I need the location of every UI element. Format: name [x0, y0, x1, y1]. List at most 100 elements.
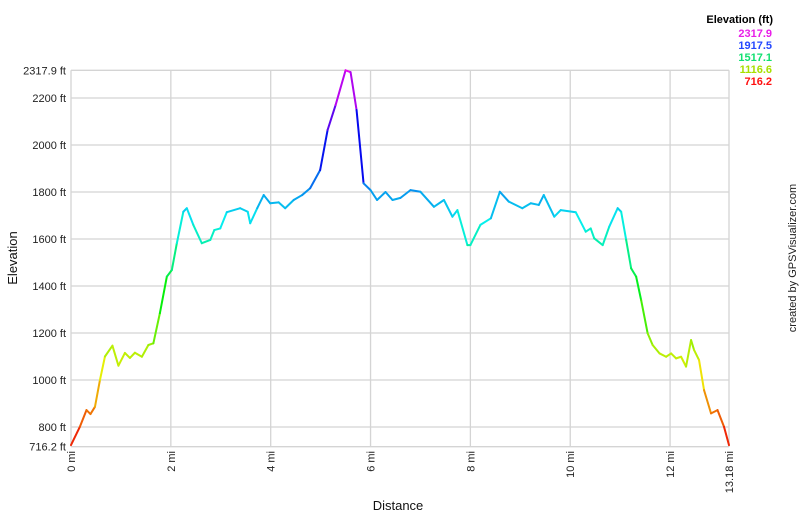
line-segment	[542, 194, 556, 218]
line-segment	[507, 200, 524, 210]
line-segment	[391, 196, 402, 201]
line-segment	[593, 237, 604, 247]
line-segment	[170, 242, 178, 272]
line-segment	[284, 198, 295, 210]
line-segment	[658, 352, 668, 358]
grid	[70, 69, 730, 448]
line-segment	[369, 189, 379, 201]
line-segment	[693, 348, 701, 362]
x-axis-label: Distance	[373, 498, 424, 513]
line-segment	[625, 238, 633, 270]
line-segment	[409, 189, 422, 193]
line-segment	[698, 359, 706, 392]
line-segment	[140, 343, 150, 358]
line-segment	[158, 275, 168, 315]
legend-title: Elevation (ft)	[706, 14, 773, 26]
line-segment	[192, 223, 203, 245]
line-segment	[362, 182, 372, 192]
line-segment	[685, 339, 693, 368]
line-segment	[262, 194, 272, 205]
line-segment	[399, 189, 412, 199]
line-segment	[292, 194, 304, 201]
line-segment	[710, 409, 719, 415]
legend-entry: 1116.6	[740, 64, 772, 76]
x-tick-label: 6 mi	[366, 451, 378, 472]
line-segment	[213, 227, 222, 232]
line-segment	[256, 194, 265, 210]
line-segment	[589, 227, 596, 240]
line-segment	[703, 389, 713, 415]
line-segment	[219, 211, 228, 230]
line-segment	[651, 343, 661, 355]
line-segment	[89, 405, 96, 416]
line-segment	[319, 128, 329, 172]
line-segment	[349, 71, 358, 111]
x-tick-label: 13.18 mi	[724, 451, 736, 493]
line-segment	[384, 191, 394, 201]
y-tick-label: 2200 ft	[32, 93, 66, 105]
line-segment	[152, 312, 161, 345]
line-segment	[608, 207, 619, 228]
line-segment	[489, 190, 501, 220]
line-segment	[635, 275, 643, 302]
line-segment	[355, 108, 365, 185]
line-segment	[246, 210, 252, 225]
line-segment	[442, 198, 454, 218]
line-segment	[680, 355, 688, 368]
legend-entry: 2317.9	[738, 28, 772, 40]
line-segment	[529, 202, 540, 206]
line-segment	[301, 187, 312, 197]
line-segment	[111, 344, 120, 367]
line-segment	[225, 207, 242, 214]
line-segment	[640, 299, 649, 335]
line-segment	[630, 267, 638, 278]
line-segment	[553, 209, 562, 218]
line-segment	[185, 207, 195, 226]
line-segment	[559, 209, 577, 214]
line-segment	[70, 425, 81, 447]
line-segment	[103, 344, 114, 358]
line-segment	[432, 198, 445, 208]
line-segment	[620, 210, 628, 241]
line-segment	[175, 210, 185, 245]
line-segment	[93, 379, 101, 408]
line-segment	[309, 169, 322, 190]
x-tick-label: 10 mi	[565, 451, 577, 478]
line-segment	[723, 425, 730, 447]
line-segment	[670, 352, 678, 360]
y-tick-label: 2317.9 ft	[23, 65, 66, 77]
line-segment	[128, 351, 136, 359]
line-segment	[451, 209, 459, 218]
line-segment	[78, 409, 88, 428]
y-axis-ticks: 716.2 ft 800 ft 1000 ft 1200 ft 1400 ft 1600 …	[23, 65, 66, 453]
line-segment	[209, 229, 216, 241]
line-segment	[277, 201, 287, 210]
y-tick-label: 1000 ft	[32, 375, 66, 387]
legend-entry: 716.2	[744, 76, 772, 88]
line-segment	[376, 191, 387, 201]
y-tick-label: 800 ft	[38, 422, 66, 434]
line-segment	[716, 409, 726, 428]
x-tick-label: 0 mi	[66, 451, 78, 472]
x-tick-label: 8 mi	[465, 451, 477, 472]
y-axis-label: Elevation	[5, 231, 20, 284]
line-segment	[200, 238, 212, 245]
line-segment	[133, 351, 143, 358]
line-segment	[521, 202, 532, 210]
line-segment	[479, 217, 492, 226]
line-segment	[98, 355, 106, 382]
y-tick-label: 1400 ft	[32, 281, 66, 293]
line-segment	[123, 351, 131, 359]
line-segment	[690, 339, 696, 351]
legend-entry: 1917.5	[738, 40, 772, 52]
line-segment	[574, 211, 587, 233]
line-segment	[537, 194, 545, 206]
y-tick-label: 1800 ft	[32, 187, 66, 199]
line-segment	[419, 190, 435, 208]
x-tick-label: 2 mi	[166, 451, 178, 472]
x-tick-label: 4 mi	[266, 451, 278, 472]
line-segment	[117, 351, 126, 367]
y-tick-label: 1600 ft	[32, 234, 66, 246]
line-segment	[601, 225, 611, 247]
